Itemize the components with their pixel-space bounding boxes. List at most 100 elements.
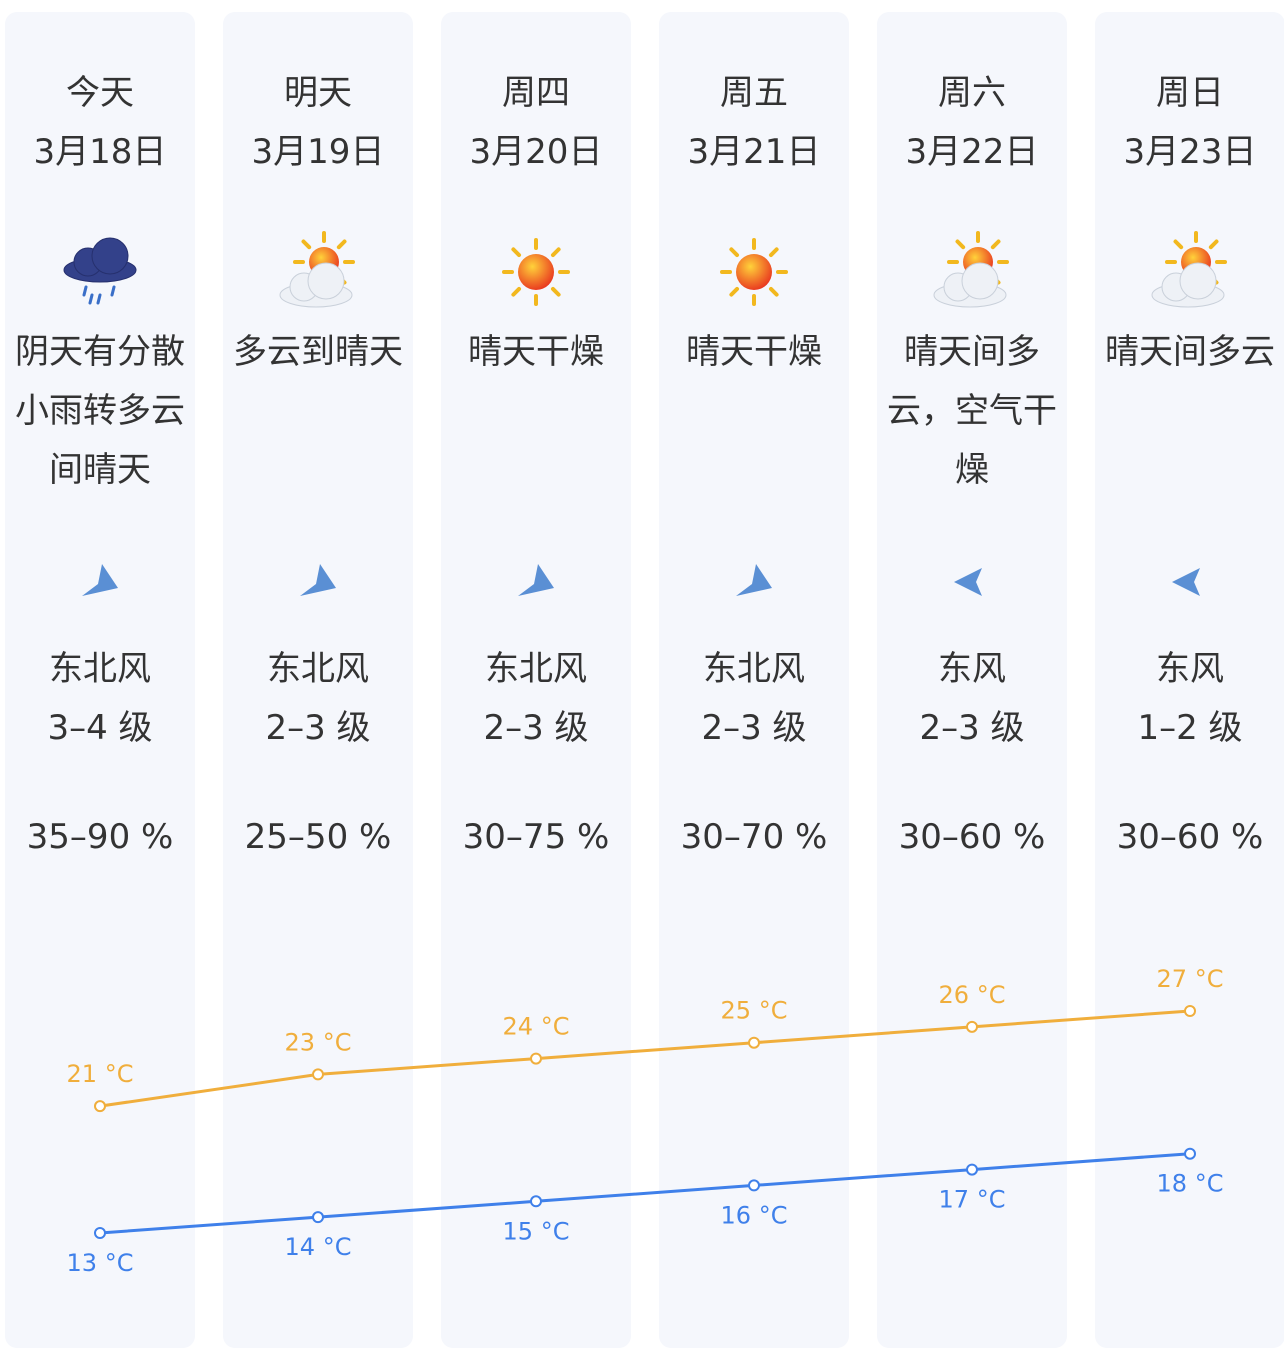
day-column: 今天 3月18日阴天有分散小雨转多云间晴天东北风 3–4 级 35–90 % <box>5 12 195 1348</box>
temp-point <box>1184 1005 1196 1017</box>
temp-point <box>966 1020 978 1033</box>
temp-point <box>748 1179 760 1192</box>
temp-point <box>94 1227 106 1239</box>
wind-level: 2–3 级 <box>265 708 371 748</box>
date: 3月19日 <box>251 132 385 172</box>
weather-text: 晴天干燥 <box>468 332 604 372</box>
wind-arrow <box>1172 568 1200 596</box>
wind-arrow <box>300 564 336 596</box>
wind-level: 2–3 级 <box>701 708 807 748</box>
sun <box>736 254 772 290</box>
humidity: 30–60 % <box>898 817 1046 857</box>
sun-ray <box>511 286 522 297</box>
date: 3月22日 <box>905 132 1039 172</box>
weather-text: 晴天间多云 <box>1105 332 1275 372</box>
wind-direction: 东北风 <box>49 649 151 689</box>
sun-ray <box>550 286 561 297</box>
temp-label: 25 °C <box>721 997 788 1025</box>
wind-arrow <box>736 564 772 596</box>
weather-text: 多云到晴天 <box>233 332 403 372</box>
temp-point <box>748 1036 760 1049</box>
temp-label: 18 °C <box>1157 1170 1224 1198</box>
temp-label: 16 °C <box>721 1201 788 1229</box>
cloud-part <box>91 237 129 275</box>
cloud-part <box>1179 262 1217 300</box>
rain-drop <box>82 285 88 297</box>
wind-arrow <box>518 564 554 596</box>
sun-ray <box>768 247 779 258</box>
temp-line <box>99 1009 1191 1108</box>
day-column: 明天 3月19日多云到晴天东北风 2–3 级 25–50 % <box>223 12 413 1348</box>
temp-point <box>1184 1147 1196 1160</box>
day-name: 周五 <box>720 73 788 113</box>
humidity: 35–90 % <box>26 817 174 857</box>
humidity: 30–70 % <box>680 817 828 857</box>
cloud-part <box>307 262 345 300</box>
temp-label: 14 °C <box>285 1233 352 1261</box>
sun <box>518 254 554 290</box>
weather-text: 晴天间多云，空气干燥 <box>887 332 1057 490</box>
rain-drop <box>88 293 94 305</box>
temp-label: 17 °C <box>939 1186 1006 1214</box>
sun-ray <box>955 239 966 250</box>
day-name: 周日 <box>1156 73 1224 113</box>
wind-direction: 东风 <box>1156 649 1224 689</box>
sun-ray <box>511 247 522 258</box>
day-name: 今天 <box>66 73 134 113</box>
weather-text: 晴天干燥 <box>686 332 822 372</box>
date: 3月20日 <box>469 132 603 172</box>
sun-ray <box>729 247 740 258</box>
temp-label: 13 °C <box>67 1249 134 1277</box>
day-column: 周五 3月21日晴天干燥东北风 2–3 级 30–70 % <box>659 12 849 1348</box>
wind-arrow <box>82 564 118 596</box>
temp-label: 21 °C <box>67 1060 134 1088</box>
temp-point <box>94 1100 106 1113</box>
day-column: 周四 3月20日晴天干燥东北风 2–3 级 30–75 % <box>441 12 631 1348</box>
temp-point <box>312 1068 324 1081</box>
temp-point <box>312 1211 324 1224</box>
humidity: 30–75 % <box>462 817 610 857</box>
cloud <box>1151 262 1225 308</box>
temp-label: 24 °C <box>503 1013 570 1041</box>
sun-ray <box>768 286 779 297</box>
temp-point <box>530 1195 542 1208</box>
date: 3月18日 <box>33 132 167 172</box>
wind-direction: 东北风 <box>485 649 587 689</box>
day-name: 明天 <box>284 73 352 113</box>
temp-line <box>99 1152 1191 1235</box>
wind-direction: 东风 <box>938 649 1006 689</box>
wind-arrow <box>954 568 982 596</box>
cloud <box>933 262 1007 308</box>
sun-ray <box>1173 239 1184 250</box>
sun-ray <box>729 286 740 297</box>
date: 3月23日 <box>1123 132 1257 172</box>
temp-label: 15 °C <box>503 1217 570 1245</box>
day-name: 周六 <box>938 73 1006 113</box>
wind-direction: 东北风 <box>267 649 369 689</box>
rain-drop <box>96 293 102 305</box>
cloud <box>279 262 353 308</box>
wind-level: 1–2 级 <box>1137 708 1243 748</box>
day-column: 周六 3月22日 晴天间多云，空气干燥 东风 2–3 级 30–60 % <box>877 12 1067 1348</box>
temp-label: 23 °C <box>285 1028 352 1056</box>
sun-ray <box>301 239 312 250</box>
wind-level: 3–4 级 <box>47 708 153 748</box>
temp-label: 27 °C <box>1157 965 1224 993</box>
temp-label: 26 °C <box>939 981 1006 1009</box>
rain-drop <box>110 285 116 297</box>
humidity: 30–60 % <box>1116 817 1264 857</box>
sun-ray <box>990 239 1001 250</box>
weather-text: 阴天有分散小雨转多云间晴天 <box>15 332 185 490</box>
temp-point <box>530 1052 542 1065</box>
sun-ray <box>550 247 561 258</box>
day-name: 周四 <box>502 73 570 113</box>
wind-direction: 东北风 <box>703 649 805 689</box>
temp-point <box>966 1163 978 1176</box>
day-column: 周日 3月23日晴天间多云东风 1–2 级 30–60 % <box>1095 12 1284 1348</box>
humidity: 25–50 % <box>244 817 392 857</box>
wind-level: 2–3 级 <box>483 708 589 748</box>
date: 3月21日 <box>687 132 821 172</box>
sun-ray <box>336 239 347 250</box>
